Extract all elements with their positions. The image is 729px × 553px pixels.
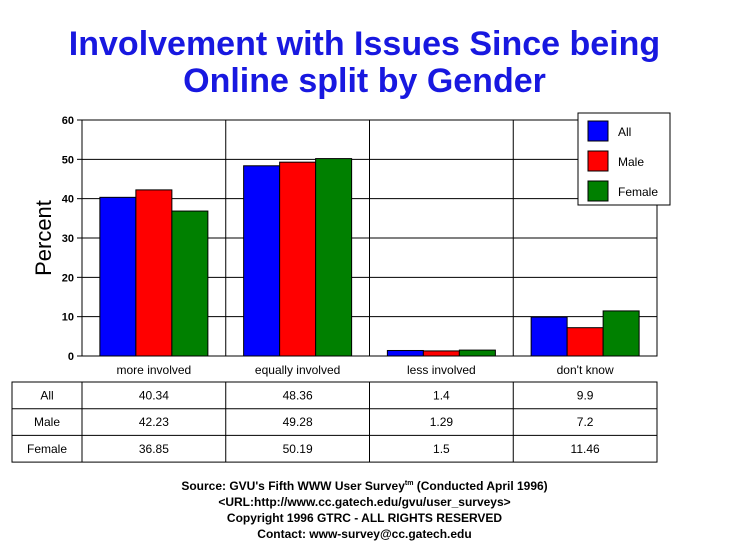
bar-don-t-know-male: [566, 327, 604, 357]
bar-equally-involved-all: [243, 165, 281, 357]
data-table-cell-female-2: 1.5: [433, 442, 450, 456]
bar-more-involved-all: [99, 196, 137, 357]
chart-title-line-1: Involvement with Issues Since being: [68, 25, 661, 63]
data-table-row-label-female: Female: [27, 442, 67, 456]
data-table-cell-male-1: 49.28: [283, 415, 313, 429]
bar-less-involved-all: [386, 349, 424, 357]
data-table-cell-male-2: 1.29: [430, 415, 454, 429]
data-table-cell-female-1: 50.19: [283, 442, 313, 456]
y-tick-label-5: 50: [62, 154, 74, 166]
data-table-row-label-male: Male: [34, 415, 60, 429]
footer-copyright: Copyright 1996 GTRC - ALL RIGHTS RESERVE…: [226, 511, 503, 525]
data-table-cell-all-2: 1.4: [433, 388, 450, 402]
legend-label-all: All: [618, 125, 631, 139]
footer-source: Source: GVU's Fifth WWW User Surveytm (C…: [0, 476, 729, 494]
footer-source-sup: tm: [404, 480, 414, 487]
footer: Source: GVU's Fifth WWW User Surveytm (C…: [0, 476, 729, 542]
legend-label-female: Female: [618, 185, 658, 199]
chart-title: Involvement with Issues Since being Onli…: [0, 26, 729, 100]
data-table: [11, 381, 658, 463]
bar-equally-involved-male: [279, 161, 317, 357]
footer-source-prefix: Source: GVU's Fifth WWW User Survey: [181, 479, 405, 493]
y-tick-label-4: 40: [62, 194, 74, 206]
data-table-cell-all-3: 9.9: [577, 388, 594, 402]
legend-label-male: Male: [618, 155, 644, 169]
legend-swatch-female: [587, 180, 609, 202]
bar-more-involved-female: [171, 210, 209, 357]
y-tick-label-2: 20: [62, 272, 74, 284]
data-table-row-label-all: All: [40, 388, 53, 402]
x-tick-label-2: less involved: [407, 363, 476, 377]
chart-title-line-2: Online split by Gender: [183, 62, 546, 100]
bar-equally-involved-female: [315, 158, 353, 357]
legend-swatch-all: [587, 120, 609, 142]
y-tick-label-3: 30: [62, 233, 74, 245]
y-tick-label-0: 0: [68, 351, 74, 363]
x-tick-label-3: don't know: [557, 363, 614, 377]
x-tick-label-0: more involved: [117, 363, 192, 377]
data-table-cell-male-3: 7.2: [577, 415, 594, 429]
bar-don-t-know-female: [602, 310, 640, 357]
legend-swatch-male: [587, 150, 609, 172]
bar-less-involved-male: [422, 350, 460, 357]
data-table-cell-female-3: 11.46: [571, 442, 600, 456]
bar-more-involved-male: [135, 189, 173, 357]
bar-less-involved-female: [458, 349, 496, 357]
data-table-cell-all-0: 40.34: [139, 388, 169, 402]
footer-source-suffix: (Conducted April 1996): [413, 479, 548, 493]
y-axis-label: Percent: [31, 200, 56, 276]
y-tick-label-1: 10: [62, 312, 74, 324]
data-table-cell-female-0: 36.85: [139, 442, 169, 456]
y-tick-label-6: 60: [62, 115, 74, 127]
bar-don-t-know-all: [530, 316, 568, 357]
x-tick-label-1: equally involved: [255, 363, 340, 377]
footer-url: <URL:http://www.cc.gatech.edu/gvu/user_s…: [218, 495, 511, 509]
footer-contact: Contact: www-survey@cc.gatech.edu: [257, 527, 472, 541]
data-table-cell-male-0: 42.23: [139, 415, 169, 429]
data-table-cell-all-1: 48.36: [283, 388, 313, 402]
